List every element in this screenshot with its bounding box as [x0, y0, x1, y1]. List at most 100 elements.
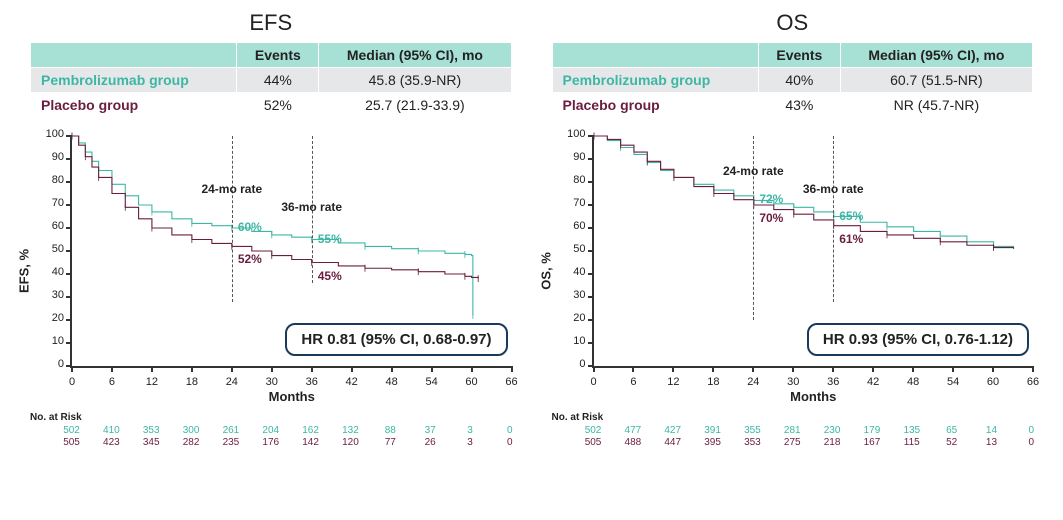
ytick-label: 50	[560, 243, 586, 255]
risk-row: 502410353300261204162132883730	[52, 425, 530, 438]
os-hr-box: HR 0.93 (95% CI, 0.76-1.12)	[807, 323, 1029, 356]
ytick-label: 40	[38, 266, 64, 278]
risk-cell: 423	[91, 437, 131, 450]
risk-cell: 132	[331, 425, 371, 438]
efs-xlabel: Months	[269, 389, 315, 404]
risk-cell: 3	[450, 437, 490, 450]
risk-cell: 0	[490, 425, 530, 438]
os-table: Events Median (95% CI), mo Pembrolizumab…	[552, 42, 1034, 118]
rate-vline	[232, 136, 233, 302]
xtick-label: 48	[380, 376, 404, 388]
ytick-label: 20	[38, 312, 64, 324]
table-row: Placebo group 52% 25.7 (21.9-33.9)	[31, 93, 512, 118]
os-plot-area: HR 0.93 (95% CI, 0.76-1.12) Months 01020…	[592, 136, 1034, 368]
risk-cell: 235	[211, 437, 251, 450]
os-chart: OS, % HR 0.93 (95% CI, 0.76-1.12) Months…	[552, 136, 1034, 406]
xtick-label: 0	[582, 376, 606, 388]
rate-annotation: 61%	[839, 232, 863, 246]
risk-cell: 120	[331, 437, 371, 450]
median-placebo: NR (45.7-NR)	[840, 93, 1032, 118]
risk-cell: 502	[52, 425, 92, 438]
risk-cell: 477	[613, 425, 653, 438]
os-title: OS	[552, 10, 1034, 36]
ytick-label: 10	[38, 335, 64, 347]
efs-table: Events Median (95% CI), mo Pembrolizumab…	[30, 42, 512, 118]
ytick-label: 80	[560, 174, 586, 186]
risk-cell: 77	[370, 437, 410, 450]
risk-cell: 345	[131, 437, 171, 450]
efs-hr-box: HR 0.81 (95% CI, 0.68-0.97)	[285, 323, 507, 356]
risk-cell: 505	[573, 437, 613, 450]
ytick-label: 60	[38, 220, 64, 232]
events-placebo: 43%	[758, 93, 840, 118]
risk-cell: 391	[693, 425, 733, 438]
risk-cell: 65	[932, 425, 972, 438]
xtick-label: 54	[420, 376, 444, 388]
risk-cell: 179	[852, 425, 892, 438]
events-placebo: 52%	[237, 93, 319, 118]
risk-cell: 26	[410, 437, 450, 450]
risk-cell: 353	[732, 437, 772, 450]
xtick-label: 18	[701, 376, 725, 388]
ytick-label: 90	[560, 151, 586, 163]
rate-annotation: 70%	[759, 211, 783, 225]
table-row: Pembrolizumab group 40% 60.7 (51.5-NR)	[552, 68, 1033, 93]
table-row: Placebo group 43% NR (45.7-NR)	[552, 93, 1033, 118]
rate-header-label: 36-mo rate	[281, 200, 342, 214]
risk-cell: 0	[1011, 425, 1051, 438]
xtick-label: 0	[60, 376, 84, 388]
risk-cell: 167	[852, 437, 892, 450]
risk-cell: 135	[892, 425, 932, 438]
risk-cell: 395	[693, 437, 733, 450]
group-label-placebo: Placebo group	[31, 93, 237, 118]
median-pembro: 45.8 (35.9-NR)	[319, 68, 511, 93]
risk-row: 50247742739135528123017913565140	[573, 425, 1051, 438]
col-blank	[552, 43, 758, 68]
median-placebo: 25.7 (21.9-33.9)	[319, 93, 511, 118]
xtick-label: 12	[140, 376, 164, 388]
os-panel: OS Events Median (95% CI), mo Pembrolizu…	[552, 10, 1034, 520]
risk-row: 50548844739535327521816711552130	[573, 437, 1051, 450]
os-risk-table: No. at Risk 5024774273913552812301791356…	[552, 412, 1034, 450]
risk-cell: 447	[653, 437, 693, 450]
ytick-label: 90	[38, 151, 64, 163]
risk-cell: 505	[52, 437, 92, 450]
risk-cell: 488	[613, 437, 653, 450]
risk-cell: 176	[251, 437, 291, 450]
ytick-label: 10	[560, 335, 586, 347]
table-row: Pembrolizumab group 44% 45.8 (35.9-NR)	[31, 68, 512, 93]
efs-plot-area: HR 0.81 (95% CI, 0.68-0.97) Months 01020…	[70, 136, 512, 368]
risk-cell: 37	[410, 425, 450, 438]
risk-cell: 281	[772, 425, 812, 438]
xtick-label: 24	[220, 376, 244, 388]
efs-ylabel: EFS, %	[17, 249, 32, 293]
ytick-label: 0	[38, 358, 64, 370]
rate-header-label: 24-mo rate	[723, 164, 784, 178]
ytick-label: 50	[38, 243, 64, 255]
risk-label: No. at Risk	[552, 412, 1034, 425]
ytick-label: 40	[560, 266, 586, 278]
risk-cell: 300	[171, 425, 211, 438]
efs-title: EFS	[30, 10, 512, 36]
xtick-label: 30	[260, 376, 284, 388]
group-label-pembro: Pembrolizumab group	[31, 68, 237, 93]
xtick-label: 24	[741, 376, 765, 388]
risk-cell: 52	[932, 437, 972, 450]
rate-vline	[833, 136, 834, 302]
xtick-label: 6	[621, 376, 645, 388]
rate-annotation: 65%	[839, 209, 863, 223]
ytick-label: 100	[560, 128, 586, 140]
os-ylabel: OS, %	[538, 252, 553, 290]
col-blank	[31, 43, 237, 68]
risk-cell: 162	[291, 425, 331, 438]
events-pembro: 40%	[758, 68, 840, 93]
xtick-label: 12	[661, 376, 685, 388]
placebo-curve	[72, 136, 478, 279]
xtick-label: 54	[941, 376, 965, 388]
xtick-label: 66	[500, 376, 524, 388]
efs-risk-table: No. at Risk 5024103533002612041621328837…	[30, 412, 512, 450]
risk-cell: 204	[251, 425, 291, 438]
ytick-label: 60	[560, 220, 586, 232]
os-xlabel: Months	[790, 389, 836, 404]
risk-cell: 353	[131, 425, 171, 438]
